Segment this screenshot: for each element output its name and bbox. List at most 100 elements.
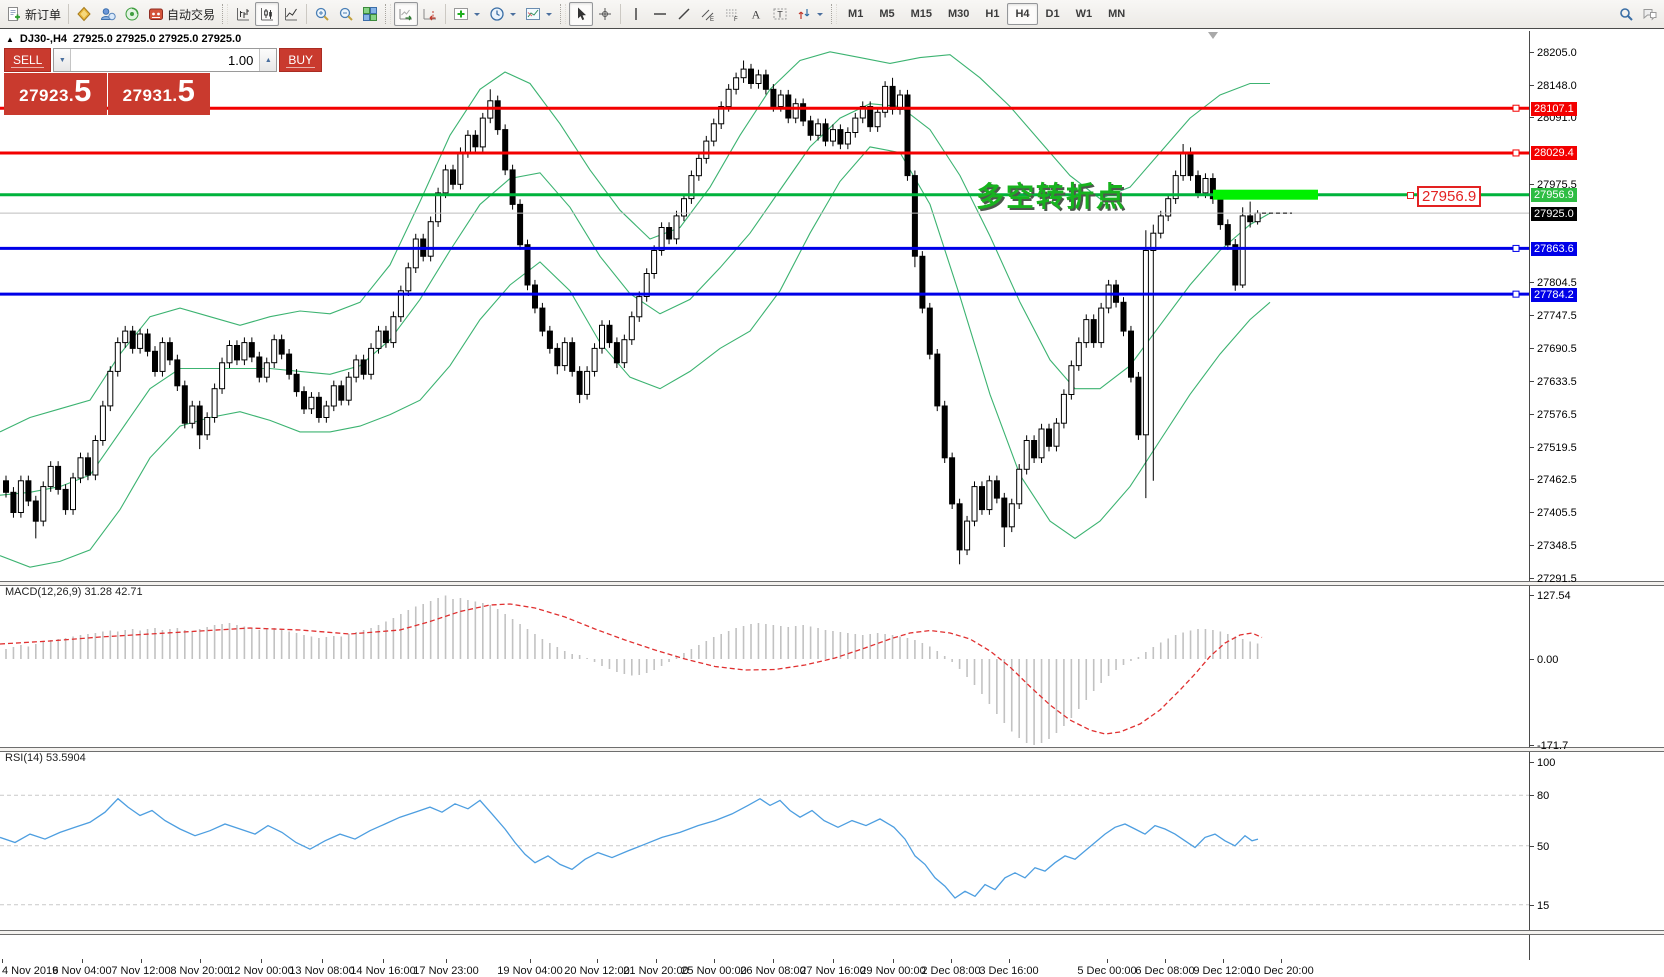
- navigator-button[interactable]: [120, 2, 144, 26]
- price-tick-label: 27975.5: [1537, 178, 1577, 191]
- periods-icon: [490, 7, 504, 21]
- arrows-button[interactable]: [792, 2, 828, 26]
- hline-anchor[interactable]: [1512, 149, 1520, 157]
- candle-bull: [189, 405, 196, 424]
- trendline-icon: [678, 8, 690, 20]
- timeframe-H1-button[interactable]: H1: [977, 3, 1007, 25]
- bar-chart-button[interactable]: [231, 2, 255, 26]
- chart-window[interactable]: ▲ DJ30-,H4 27925.0 27925.0 27925.0 27925…: [0, 28, 1664, 977]
- time-tick: [530, 959, 531, 963]
- tile-windows-button[interactable]: [358, 2, 382, 26]
- hline-anchor[interactable]: [1512, 244, 1520, 252]
- sell-price[interactable]: 27923. 5: [4, 73, 107, 115]
- timeframe-M1-button[interactable]: M1: [840, 3, 871, 25]
- time-tick: [1281, 959, 1282, 963]
- candle-bull: [859, 106, 866, 119]
- zoom-in-button[interactable]: [310, 2, 334, 26]
- candle-bear: [837, 129, 844, 145]
- hline-anchor[interactable]: [1512, 104, 1520, 112]
- zoom-out-button[interactable]: [334, 2, 358, 26]
- line-chart-button[interactable]: [279, 2, 303, 26]
- price-tag-anchor[interactable]: [1407, 191, 1414, 199]
- autotrading-button[interactable]: 自动交易: [144, 2, 219, 26]
- timeframe-M15-button[interactable]: M15: [903, 3, 940, 25]
- sell-button[interactable]: SELL: [4, 48, 52, 72]
- hline-anchor[interactable]: [1512, 290, 1520, 298]
- candle-bull: [733, 77, 740, 90]
- equidistant-channel-button[interactable]: E: [696, 2, 720, 26]
- volume-input[interactable]: [71, 49, 260, 71]
- volume-decrease-button[interactable]: ▼: [54, 49, 72, 71]
- new-order-button[interactable]: 新订单: [2, 2, 65, 26]
- toolbar-drag-handle[interactable]: [222, 4, 229, 24]
- timeframe-MN-button[interactable]: MN: [1100, 3, 1133, 25]
- candle-bear: [1031, 440, 1038, 459]
- time-tick: [322, 959, 323, 963]
- candle-bear: [546, 330, 553, 349]
- auto-scroll-button[interactable]: [394, 2, 419, 26]
- trendline-button[interactable]: [672, 2, 696, 26]
- candle-bear: [502, 129, 509, 171]
- candle-bull: [844, 132, 851, 145]
- collapse-icon[interactable]: ▲: [6, 34, 14, 44]
- candle-bear: [1001, 497, 1008, 528]
- horizontal-line-button[interactable]: [648, 2, 672, 26]
- candle-bull: [681, 198, 687, 217]
- toolbar-drag-handle[interactable]: [560, 4, 567, 24]
- crosshair-button[interactable]: [593, 2, 617, 26]
- chart-annotation-text[interactable]: 多空转折点: [976, 181, 1127, 212]
- candle-chart-button[interactable]: [255, 2, 280, 26]
- toolbar-drag-handle[interactable]: [385, 4, 392, 24]
- candle-bear: [181, 385, 188, 424]
- timeframe-M30-button[interactable]: M30: [940, 3, 977, 25]
- chat-button[interactable]: [1638, 2, 1662, 26]
- time-axis-label: 29 Nov 00:00: [860, 965, 926, 977]
- highlight-rectangle[interactable]: [1213, 189, 1318, 200]
- periods-button[interactable]: [485, 2, 521, 26]
- candle-bull: [323, 405, 330, 418]
- price-tick-label: 28205.0: [1537, 46, 1577, 59]
- vertical-line-button[interactable]: [624, 2, 648, 26]
- chart-shift-button[interactable]: [418, 2, 442, 26]
- fibonacci-button[interactable]: F: [720, 2, 744, 26]
- buy-price[interactable]: 27931. 5: [107, 73, 210, 115]
- pane-separator-macd[interactable]: [0, 581, 1664, 586]
- candle-bull: [882, 85, 889, 113]
- timeframe-W1-button[interactable]: W1: [1068, 3, 1101, 25]
- time-tick: [714, 959, 715, 963]
- toolbar-drag-handle[interactable]: [831, 4, 838, 24]
- candle-bull: [99, 405, 106, 441]
- svg-text:F: F: [734, 17, 738, 22]
- templates-button[interactable]: [521, 2, 557, 26]
- candle-bear: [539, 307, 546, 332]
- timeframe-H4-button[interactable]: H4: [1007, 3, 1038, 25]
- chevron-down-icon: [817, 13, 824, 16]
- chart-shift-marker[interactable]: [1208, 32, 1218, 39]
- timeframe-M5-button[interactable]: M5: [871, 3, 902, 25]
- candle-bull: [755, 74, 762, 85]
- text-button[interactable]: A: [744, 2, 768, 26]
- timeframe-D1-button[interactable]: D1: [1038, 3, 1068, 25]
- candle-bear: [941, 405, 948, 459]
- price-tick-label-tick: [1529, 52, 1534, 53]
- chart-canvas[interactable]: [0, 29, 1664, 952]
- chart-shift-icon: [423, 9, 437, 21]
- price-tag-27956.9[interactable]: 27956.9: [1417, 185, 1482, 207]
- candle-bull: [390, 316, 397, 344]
- volume-increase-button[interactable]: ▲: [259, 49, 277, 71]
- price-tick-label-tick: [1529, 545, 1534, 546]
- indicators-button[interactable]: [449, 2, 485, 26]
- text-label-button[interactable]: T: [768, 2, 792, 26]
- candle-bull: [777, 94, 784, 107]
- search-button[interactable]: [1614, 2, 1638, 26]
- data-window-button[interactable]: [96, 2, 120, 26]
- pane-separator-rsi[interactable]: [0, 747, 1664, 752]
- chevron-down-icon: [546, 13, 553, 16]
- cursor-button[interactable]: [569, 2, 594, 26]
- candle-bear: [1247, 215, 1254, 223]
- buy-button[interactable]: BUY: [279, 48, 323, 72]
- candle-bull: [1157, 215, 1164, 234]
- time-axis-label: 2 Dec 08:00: [921, 965, 981, 977]
- market-watch-button[interactable]: [72, 2, 96, 26]
- candle-bear: [85, 457, 91, 476]
